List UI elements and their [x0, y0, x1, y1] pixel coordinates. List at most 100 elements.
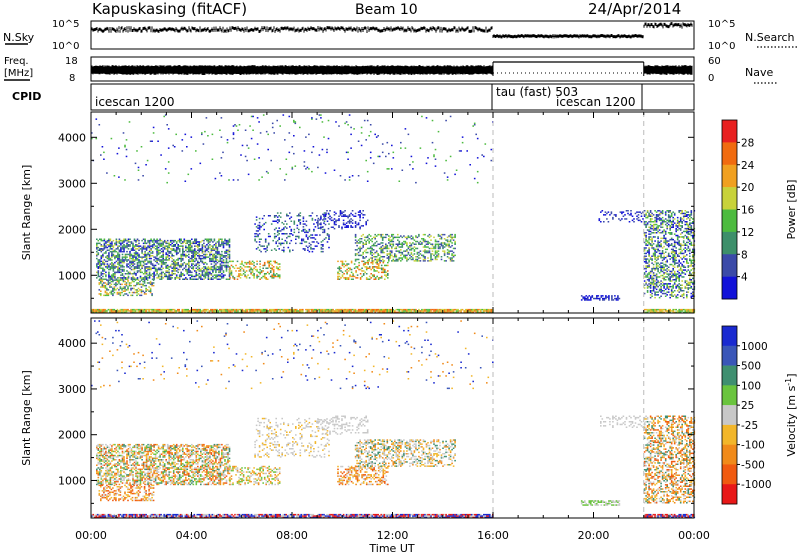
data-cell — [673, 281, 676, 284]
data-cell — [389, 250, 392, 252]
data-cell — [263, 273, 266, 275]
data-cell — [661, 274, 664, 277]
data-cell — [233, 277, 236, 279]
data-cell — [109, 246, 112, 249]
data-cell — [349, 275, 351, 278]
data-cell — [428, 251, 431, 254]
data-cell — [663, 292, 665, 295]
data-cell — [165, 266, 167, 268]
data-cell — [255, 235, 258, 238]
data-cell — [118, 245, 121, 247]
data-cell — [654, 229, 656, 231]
data-cell — [162, 256, 164, 258]
data-cell — [145, 267, 148, 269]
data-cell — [678, 248, 680, 251]
data-cell — [380, 233, 382, 236]
data-cell — [258, 244, 261, 246]
data-cell — [664, 214, 667, 216]
data-cell — [320, 227, 322, 230]
data-cell — [380, 242, 382, 244]
data-cell — [403, 243, 405, 245]
data-cell — [182, 245, 184, 247]
data-cell — [251, 270, 254, 272]
data-cell — [322, 244, 324, 246]
data-cell — [134, 284, 137, 287]
data-cell — [153, 244, 155, 246]
data-cell — [172, 259, 175, 261]
data-cell — [119, 286, 122, 288]
data-cell — [347, 278, 350, 280]
data-cell — [209, 260, 211, 263]
data-cell — [152, 282, 155, 284]
data-cell — [97, 274, 100, 276]
data-cell — [273, 228, 276, 231]
data-cell — [127, 279, 129, 281]
data-cell — [658, 288, 661, 291]
data-cell — [692, 259, 694, 262]
data-cell — [652, 279, 655, 281]
data-cell — [115, 260, 118, 263]
data-cell — [413, 260, 416, 262]
data-cell — [689, 240, 691, 242]
data-cell — [142, 260, 145, 263]
data-cell — [385, 264, 388, 267]
data-cell — [341, 271, 344, 274]
data-cell — [692, 277, 694, 280]
data-cell — [381, 242, 384, 244]
data-cell — [123, 248, 125, 250]
data-cell — [661, 277, 664, 280]
data-cell — [672, 284, 674, 286]
data-cell — [224, 274, 226, 276]
data-cell — [194, 253, 196, 256]
data-cell — [210, 277, 213, 279]
data-cell — [115, 238, 118, 240]
data-cell — [182, 246, 184, 249]
data-cell — [166, 239, 169, 242]
data-cell — [180, 256, 182, 258]
data-cell — [103, 264, 106, 267]
data-cell — [678, 272, 680, 274]
data-cell — [332, 219, 334, 222]
data-cell — [687, 227, 690, 230]
data-cell — [130, 263, 133, 265]
data-cell — [385, 243, 387, 245]
data-cell — [109, 244, 112, 246]
data-cell — [676, 265, 679, 267]
data-cell — [96, 242, 98, 245]
data-cell — [168, 245, 170, 247]
data-cell — [195, 264, 198, 267]
data-cell — [118, 291, 120, 294]
data-cell — [365, 266, 368, 268]
data-cell — [225, 242, 228, 245]
data-cell — [159, 260, 161, 263]
data-cell — [100, 250, 103, 253]
data-cell — [138, 242, 140, 245]
data-cell — [200, 255, 202, 257]
data-cell — [648, 233, 650, 235]
data-cell — [99, 238, 101, 240]
data-cell — [286, 233, 288, 235]
data-cell — [645, 261, 647, 263]
data-cell — [350, 218, 352, 220]
data-cell — [427, 235, 429, 237]
data-cell — [269, 263, 272, 265]
data-cell — [424, 249, 426, 251]
data-cell — [142, 242, 145, 245]
data-cell — [124, 286, 126, 288]
data-cell — [101, 283, 104, 286]
cpid-mode-2: tau (fast) 503 — [496, 85, 578, 99]
data-cell — [415, 260, 417, 262]
data-cell — [130, 268, 133, 271]
data-cell — [419, 250, 422, 252]
data-cell — [200, 275, 202, 278]
data-cell — [401, 243, 404, 245]
data-cell — [692, 236, 694, 238]
data-cell — [675, 285, 677, 288]
data-cell — [172, 248, 175, 250]
data-cell — [102, 278, 104, 280]
data-cell — [678, 269, 680, 271]
data-cell — [115, 242, 118, 245]
data-cell — [121, 260, 124, 263]
data-cell — [139, 248, 142, 250]
data-cell — [657, 256, 659, 259]
